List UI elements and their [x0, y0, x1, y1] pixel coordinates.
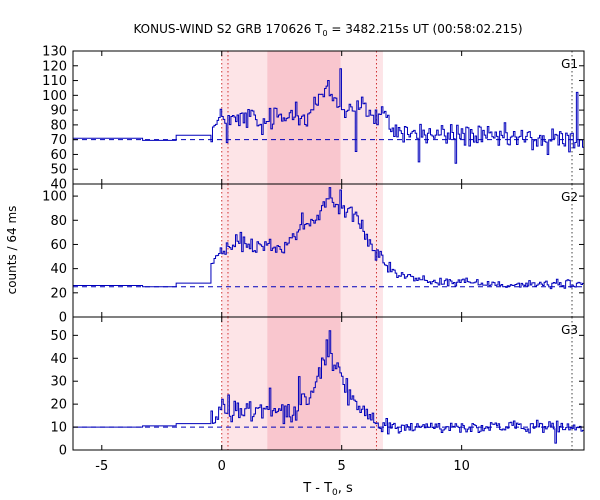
- burst-region-inner: [267, 51, 341, 184]
- panel-frame: [72, 316, 585, 451]
- y-tick-label: 80: [50, 214, 67, 229]
- x-tick-label: 10: [453, 459, 470, 474]
- x-tick-label: 0: [218, 459, 226, 474]
- y-tick-label: 50: [50, 329, 67, 344]
- panel-G2: 0 20 40 60 80 100 G2: [42, 183, 585, 326]
- y-tick-label: 50: [50, 163, 67, 178]
- y-tick-label: 20: [50, 398, 67, 413]
- y-tick-label: 40: [50, 262, 67, 277]
- y-tick-label: 30: [50, 375, 67, 390]
- burst-region-inner: [267, 184, 341, 317]
- y-tick-label: 20: [50, 286, 67, 301]
- x-tick-label: -5: [95, 459, 108, 474]
- y-axis-label: counts / 64 ms: [5, 206, 19, 295]
- burst-region-inner: [267, 317, 341, 450]
- y-tick-label: 80: [50, 118, 67, 133]
- panel-label-G2: G2: [561, 190, 578, 204]
- x-axis-label: T - T0, s: [302, 481, 353, 498]
- y-tick-label: 130: [42, 45, 67, 60]
- y-tick-label: 10: [50, 421, 67, 436]
- y-tick-label: 70: [50, 133, 67, 148]
- y-tick-label: 100: [42, 190, 67, 205]
- panel-label-G1: G1: [561, 57, 578, 71]
- y-tick-label: 90: [50, 104, 67, 119]
- panel-G3: 0 10 20 30 40 50 G3: [50, 316, 585, 459]
- y-tick-label: 120: [42, 59, 67, 74]
- y-tick-label: 110: [42, 74, 67, 89]
- y-tick-label: 0: [59, 444, 67, 459]
- y-tick-label: 0: [59, 311, 67, 326]
- y-tick-label: 40: [50, 352, 67, 367]
- chart-title: KONUS-WIND S2 GRB 170626 T0 = 3482.215s …: [133, 22, 522, 38]
- light-curve-G1: [73, 68, 584, 164]
- light-curve-G3: [73, 330, 584, 444]
- panel-label-G3: G3: [561, 323, 578, 337]
- y-tick-label: 60: [50, 238, 67, 253]
- x-tick-label: 5: [338, 459, 346, 474]
- y-tick-label: 60: [50, 148, 67, 163]
- light-curve-G2: [73, 187, 584, 290]
- y-tick-label: 100: [42, 89, 67, 104]
- y-tick-label: 40: [50, 178, 67, 193]
